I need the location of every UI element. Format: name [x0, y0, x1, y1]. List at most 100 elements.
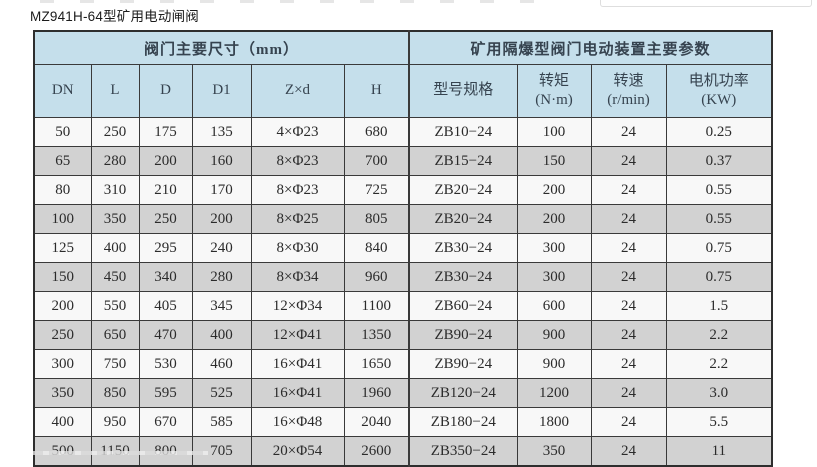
cell-speed: 24 [590, 378, 667, 408]
cell-d: 470 [138, 320, 193, 350]
cell-h: 700 [343, 146, 410, 176]
cell-d1: 345 [191, 291, 252, 321]
cell-torque: 100 [516, 117, 592, 147]
cell-h: 840 [343, 233, 410, 263]
cell-l: 550 [90, 291, 140, 321]
column-header-model: 型号规格 [408, 64, 518, 118]
cell-d1: 170 [191, 175, 252, 205]
cell-h: 1350 [343, 320, 410, 350]
cell-speed: 24 [590, 349, 667, 379]
cell-h: 1100 [343, 291, 410, 321]
cell-l: 400 [90, 233, 140, 263]
cell-dn: 200 [33, 291, 92, 321]
cell-zxd: 12×Φ41 [250, 320, 345, 350]
cell-model: ZB10−24 [408, 117, 518, 147]
cropped-box-artifact-top-right [600, 0, 812, 7]
cell-torque: 600 [516, 291, 592, 321]
cell-speed: 24 [590, 233, 667, 263]
cell-power: 0.25 [665, 117, 773, 147]
cell-zxd: 8×Φ34 [250, 262, 345, 292]
cell-d: 295 [138, 233, 193, 263]
cell-power: 5.5 [665, 407, 773, 437]
cell-d1: 280 [191, 262, 252, 292]
cell-torque: 300 [516, 233, 592, 263]
cell-torque: 900 [516, 349, 592, 379]
cell-dn: 350 [33, 378, 92, 408]
cell-d1: 160 [191, 146, 252, 176]
cell-l: 450 [90, 262, 140, 292]
cell-power: 0.55 [665, 175, 773, 205]
cell-dn: 80 [33, 175, 92, 205]
cropped-text-artifact-bottom [33, 451, 208, 455]
table-row: 80 310 210 170 8×Φ23 725 ZB20−24 200 24 0.55 [33, 175, 773, 205]
cell-h: 805 [343, 204, 410, 234]
column-header-l: L [90, 64, 140, 118]
cell-model: ZB20−24 [408, 204, 518, 234]
cell-dn: 50 [33, 117, 92, 147]
cell-d: 595 [138, 378, 193, 408]
column-header-h: H [343, 64, 410, 118]
cell-speed: 24 [590, 436, 667, 467]
cell-zxd: 8×Φ23 [250, 175, 345, 205]
cell-speed: 24 [590, 117, 667, 147]
cell-model: ZB60−24 [408, 291, 518, 321]
table-row: 150 450 340 280 8×Φ34 960 ZB30−24 300 24 0.75 [33, 262, 773, 292]
cell-model: ZB180−24 [408, 407, 518, 437]
cell-torque: 200 [516, 175, 592, 205]
cell-power: 0.55 [665, 204, 773, 234]
cell-l: 750 [90, 349, 140, 379]
cell-h: 2040 [343, 407, 410, 437]
cell-h: 960 [343, 262, 410, 292]
table-row: 65 280 200 160 8×Φ23 700 ZB15−24 150 24 0.37 [33, 146, 773, 176]
cell-zxd: 16×Φ41 [250, 378, 345, 408]
cell-dn: 250 [33, 320, 92, 350]
table-body: 50 250 175 135 4×Φ23 680 ZB10−24 100 24 0.25 65 280… [33, 117, 773, 467]
cell-torque: 200 [516, 204, 592, 234]
column-header-row: DN L D D1 Z×d H 型号规格 转矩 (N·m) 转速 (r/min)… [33, 64, 773, 118]
cell-dn: 400 [33, 407, 92, 437]
cell-l: 350 [90, 204, 140, 234]
cell-zxd: 12×Φ34 [250, 291, 345, 321]
column-header-speed: 转速 (r/min) [590, 64, 667, 118]
cell-torque: 1800 [516, 407, 592, 437]
cell-d1: 135 [191, 117, 252, 147]
cell-l: 650 [90, 320, 140, 350]
cell-zxd: 8×Φ30 [250, 233, 345, 263]
cell-d1: 400 [191, 320, 252, 350]
cell-d: 175 [138, 117, 193, 147]
table-row: 50 250 175 135 4×Φ23 680 ZB10−24 100 24 0.25 [33, 117, 773, 147]
cell-zxd: 16×Φ48 [250, 407, 345, 437]
cell-d: 210 [138, 175, 193, 205]
cell-model: ZB120−24 [408, 378, 518, 408]
cell-d: 200 [138, 146, 193, 176]
cell-model: ZB90−24 [408, 349, 518, 379]
cell-power: 0.37 [665, 146, 773, 176]
table-header: 阀门主要尺寸（mm） 矿用隔爆型阀门电动装置主要参数 DN L D D1 Z×d… [33, 30, 773, 118]
column-header-dn: DN [33, 64, 92, 118]
column-header-d: D [138, 64, 193, 118]
cell-model: ZB90−24 [408, 320, 518, 350]
table-row: 250 650 470 400 12×Φ41 1350 ZB90−24 900 24 2.2 [33, 320, 773, 350]
cell-power: 2.2 [665, 349, 773, 379]
cell-d1: 240 [191, 233, 252, 263]
cell-model: ZB350−24 [408, 436, 518, 467]
group-header-row: 阀门主要尺寸（mm） 矿用隔爆型阀门电动装置主要参数 [33, 30, 773, 65]
cell-model: ZB20−24 [408, 175, 518, 205]
cell-d: 670 [138, 407, 193, 437]
cell-speed: 24 [590, 320, 667, 350]
cell-l: 950 [90, 407, 140, 437]
table-row: 400 950 670 585 16×Φ48 2040 ZB180−24 1800 24 5.5 [33, 407, 773, 437]
cell-l: 850 [90, 378, 140, 408]
cell-speed: 24 [590, 146, 667, 176]
cell-d1: 525 [191, 378, 252, 408]
cell-dn: 100 [33, 204, 92, 234]
cell-dn: 150 [33, 262, 92, 292]
cell-zxd: 8×Φ25 [250, 204, 345, 234]
column-header-power: 电机功率 (KW) [665, 64, 773, 118]
cell-power: 0.75 [665, 262, 773, 292]
cell-speed: 24 [590, 407, 667, 437]
column-header-zxd: Z×d [250, 64, 345, 118]
cell-h: 1960 [343, 378, 410, 408]
cell-d: 340 [138, 262, 193, 292]
cell-l: 280 [90, 146, 140, 176]
